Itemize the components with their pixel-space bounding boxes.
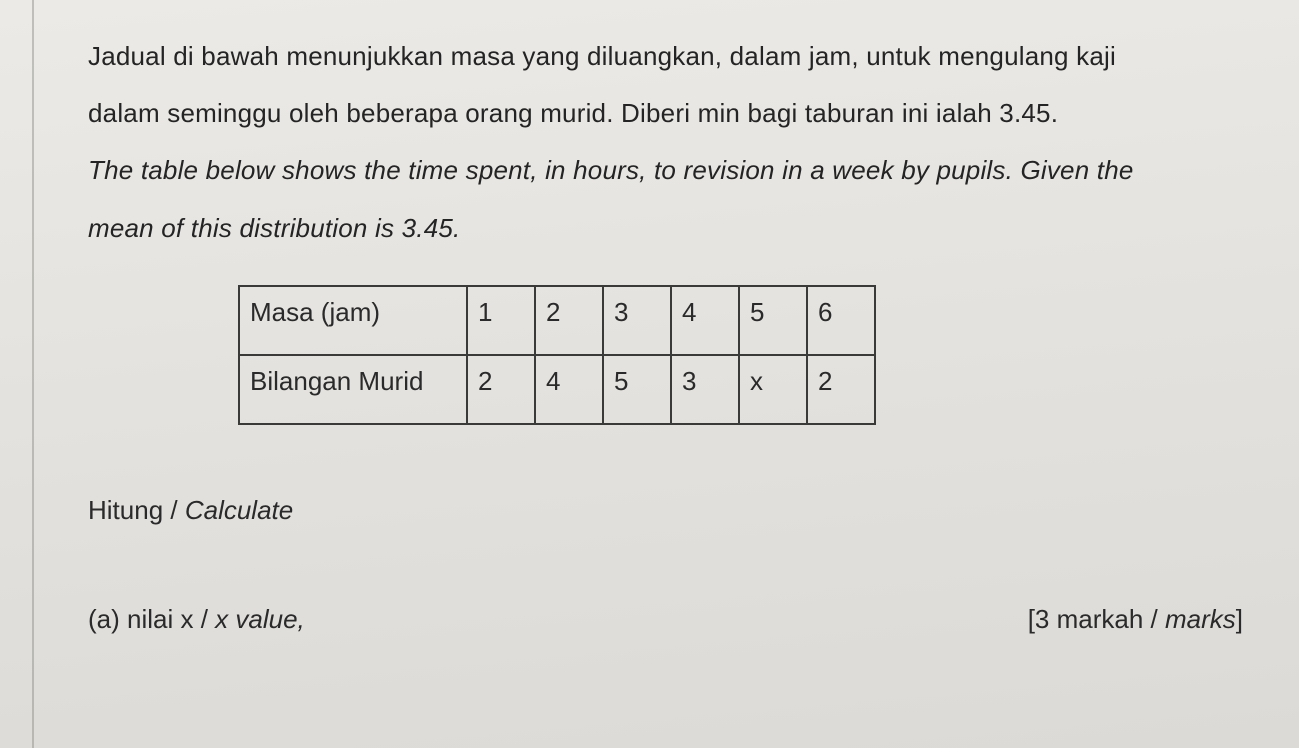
table-cell: x	[739, 355, 807, 424]
row-header-masa: Masa (jam)	[239, 286, 467, 355]
table-row: Bilangan Murid 2 4 5 3 x 2	[239, 355, 875, 424]
table-cell: 6	[807, 286, 875, 355]
table-cell: 3	[603, 286, 671, 355]
marks-suffix: ]	[1236, 604, 1243, 634]
question-line-2-ms: dalam seminggu oleh beberapa orang murid…	[88, 85, 1251, 142]
table-cell: 5	[603, 355, 671, 424]
table-cell: 3	[671, 355, 739, 424]
table-cell: 5	[739, 286, 807, 355]
calculate-text: Hitung /	[88, 495, 185, 525]
marks-label: [3 markah / marks]	[1028, 604, 1251, 635]
question-line-1-ms: Jadual di bawah menunjukkan masa yang di…	[88, 28, 1251, 85]
left-margin-rule	[32, 0, 34, 748]
question-line-4-en: mean of this distribution is 3.45.	[88, 200, 1251, 257]
table-cell: 4	[671, 286, 739, 355]
part-a-italic: x value,	[215, 604, 305, 634]
marks-text: [3 markah /	[1028, 604, 1165, 634]
table-row: Masa (jam) 1 2 3 4 5 6	[239, 286, 875, 355]
data-table: Masa (jam) 1 2 3 4 5 6 Bilangan Murid 2 …	[238, 285, 876, 425]
part-a-label: (a) nilai x / x value,	[88, 604, 305, 635]
table-cell: 2	[535, 286, 603, 355]
part-a-prefix: (a) nilai x /	[88, 604, 215, 634]
part-a-row: (a) nilai x / x value, [3 markah / marks…	[88, 604, 1251, 635]
table-cell: 1	[467, 286, 535, 355]
row-header-bilangan: Bilangan Murid	[239, 355, 467, 424]
calculate-text-en: Calculate	[185, 495, 293, 525]
question-line-3-en: The table below shows the time spent, in…	[88, 142, 1251, 199]
data-table-wrap: Masa (jam) 1 2 3 4 5 6 Bilangan Murid 2 …	[238, 285, 1251, 425]
table-cell: 2	[807, 355, 875, 424]
marks-italic: marks	[1165, 604, 1236, 634]
table-cell: 4	[535, 355, 603, 424]
calculate-label: Hitung / Calculate	[88, 495, 1251, 526]
table-cell: 2	[467, 355, 535, 424]
worksheet-page: Jadual di bawah menunjukkan masa yang di…	[0, 0, 1299, 748]
